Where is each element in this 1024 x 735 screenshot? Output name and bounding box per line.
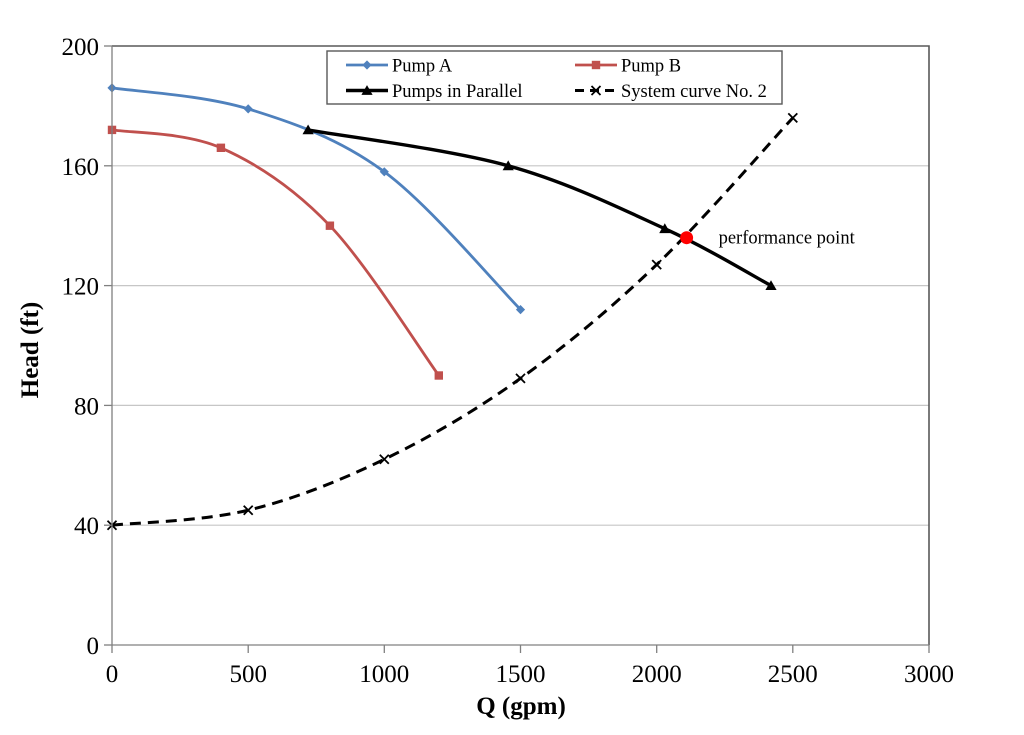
x-tick-label: 0 [106, 661, 119, 688]
series-pump-b [107, 125, 443, 380]
series-pump-b-marker [216, 143, 226, 152]
series-pump-b-marker [325, 221, 335, 230]
series-pump-a-marker [243, 104, 253, 114]
series-system-curve-no-2-marker [243, 505, 254, 516]
series-system-curve-no-2-marker [787, 112, 798, 124]
series-system-curve-no-2-line [111, 116, 794, 527]
y-tick-label: 0 [87, 633, 100, 660]
y-tick-label: 40 [74, 513, 99, 540]
y-tick-label: 200 [62, 34, 100, 61]
series-pump-b-line [111, 128, 440, 377]
series-pump-a-marker [515, 305, 526, 315]
legend-label: Pump B [621, 57, 681, 77]
tick-labels: 0 500 1000 1500 2000 2500 3000 0 40 80 120 160 200 [62, 34, 955, 688]
series-pumps-in-parallel-marker [302, 124, 314, 135]
series-system-curve-no-2 [106, 112, 798, 531]
x-tick-label: 2000 [632, 661, 682, 688]
series-pumps-in-parallel [302, 124, 777, 290]
legend-sample-marker [362, 60, 372, 70]
series-pumps-in-parallel-marker [765, 280, 777, 290]
x-axis-title: Q (gpm) [476, 693, 566, 720]
legend-item-pump-b: Pump B [575, 57, 681, 77]
y-tick-label: 80 [74, 393, 99, 420]
x-tick-label: 3000 [904, 661, 954, 688]
series-pump-a [107, 83, 526, 315]
legend-box [326, 50, 783, 105]
x-tick-label: 1500 [496, 661, 546, 688]
series-pumps-in-parallel-marker [659, 223, 671, 234]
x-tick-label: 2500 [768, 661, 818, 688]
plot-border [112, 45, 930, 645]
legend-label: System curve No. 2 [621, 82, 767, 102]
y-tick-label: 120 [62, 274, 100, 301]
legend-label: Pumps in Parallel [392, 82, 523, 102]
legend-label: Pump A [392, 57, 453, 77]
performance-point-label: performance point [719, 229, 856, 249]
series-pumps-in-parallel-marker [502, 160, 514, 171]
series-pump-a-marker [379, 167, 389, 177]
legend-item-pumps-in-parallel: Pumps in Parallel [346, 82, 523, 102]
legend-item-pump-a: Pump A [346, 57, 453, 77]
series-pumps-in-parallel-line [307, 128, 772, 288]
series-pump-a-line [111, 86, 522, 311]
series-pump-b-marker [434, 371, 443, 380]
legend-sample-marker [590, 85, 602, 96]
series-curves [106, 83, 798, 531]
series-system-curve-no-2-marker [515, 373, 526, 384]
x-tick-label: 500 [229, 661, 267, 688]
series-system-curve-no-2-marker [651, 259, 662, 270]
legend-item-system-curve-no-2: System curve No. 2 [575, 82, 767, 102]
y-axis-title: Head (ft) [17, 302, 44, 399]
series-system-curve-no-2-marker [379, 454, 390, 465]
legend-sample-marker [591, 60, 601, 70]
legend-sample-marker [361, 85, 373, 95]
x-tick-label: 1000 [359, 661, 409, 688]
axes [104, 45, 930, 653]
performance-point-dot [680, 231, 694, 245]
legend: Pump A Pump B Pumps in Parallel System curv… [326, 50, 783, 105]
y-tick-label: 160 [62, 154, 100, 181]
performance-point-annotation: performance point [680, 229, 856, 249]
gridlines [112, 165, 929, 526]
